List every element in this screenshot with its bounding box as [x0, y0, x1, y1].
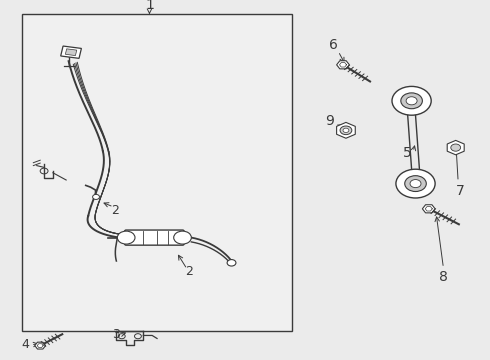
- Text: 1: 1: [145, 0, 154, 12]
- Circle shape: [392, 86, 431, 115]
- Polygon shape: [22, 14, 292, 331]
- Circle shape: [406, 97, 417, 105]
- Text: 4: 4: [22, 338, 29, 351]
- Circle shape: [396, 169, 435, 198]
- Circle shape: [340, 126, 352, 135]
- Text: 2: 2: [111, 204, 119, 217]
- Circle shape: [451, 144, 461, 151]
- Text: 3: 3: [112, 328, 120, 341]
- Circle shape: [343, 128, 349, 132]
- Circle shape: [93, 194, 99, 199]
- Circle shape: [405, 176, 426, 192]
- Polygon shape: [35, 342, 46, 349]
- Circle shape: [227, 260, 236, 266]
- Polygon shape: [337, 61, 349, 69]
- Circle shape: [118, 231, 135, 244]
- Text: 6: 6: [329, 38, 338, 52]
- Circle shape: [174, 231, 191, 244]
- Polygon shape: [61, 46, 81, 58]
- Text: 8: 8: [439, 270, 448, 284]
- Polygon shape: [422, 205, 435, 213]
- Text: 7: 7: [456, 184, 465, 198]
- Polygon shape: [65, 49, 77, 55]
- Text: 5: 5: [403, 146, 412, 160]
- Circle shape: [410, 180, 421, 188]
- FancyBboxPatch shape: [124, 230, 184, 245]
- Polygon shape: [447, 140, 464, 155]
- Polygon shape: [337, 122, 355, 138]
- Circle shape: [401, 93, 422, 109]
- Text: 9: 9: [325, 114, 334, 128]
- Text: 2: 2: [185, 265, 193, 278]
